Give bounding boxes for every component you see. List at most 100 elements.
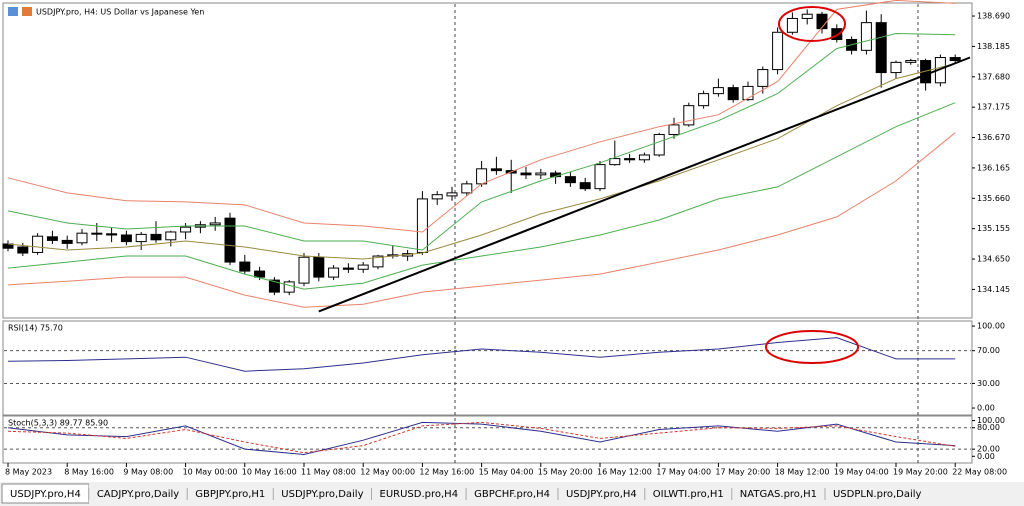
indicator-line xyxy=(318,56,971,313)
x-tick-label: 15 May 20:00 xyxy=(538,468,593,477)
candle-body xyxy=(564,176,576,184)
candle-body xyxy=(461,183,473,194)
y-tick-label: 0.00 xyxy=(977,404,995,413)
candle-body xyxy=(150,233,162,241)
candle-body xyxy=(372,255,384,268)
icon xyxy=(8,7,18,16)
candle-body xyxy=(920,60,932,84)
tab-label[interactable]: USDPLN.pro,Daily xyxy=(833,489,922,500)
candle-body xyxy=(91,232,103,235)
candle-body xyxy=(698,93,710,107)
y-tick-label: 135.155 xyxy=(977,224,1010,233)
y-tick-label: 137.680 xyxy=(977,72,1010,81)
candle-body xyxy=(638,154,650,161)
y-tick-label: 134.650 xyxy=(977,255,1010,264)
x-tick-label: 10 May 00:00 xyxy=(183,468,238,477)
tab[interactable]: USDPLN.pro,Daily xyxy=(824,484,930,503)
highlight-ellipse xyxy=(765,330,859,364)
rsi-title: RSI(14) 75.70 xyxy=(8,324,63,333)
tab[interactable]: OILWTI.pro,H1 xyxy=(644,484,732,503)
x-tick-label: 8 May 2023 xyxy=(5,468,52,477)
y-tick-label: 100.00 xyxy=(977,416,1005,425)
x-tick-label: 10 May 16:00 xyxy=(242,468,297,477)
candle-body xyxy=(120,234,132,243)
tab-frame[interactable] xyxy=(731,484,825,503)
x-tick-label: 12 May 00:00 xyxy=(360,468,415,477)
candle-body xyxy=(17,246,29,254)
x-tick-label: 12 May 16:00 xyxy=(419,468,474,477)
candle-body xyxy=(742,85,754,101)
candle-body xyxy=(106,233,118,236)
y-tick-label: 100.00 xyxy=(977,322,1005,331)
tab-label[interactable]: CADJPY.pro,Daily xyxy=(97,489,179,500)
candle-body xyxy=(342,267,354,270)
y-tick-label: 135.660 xyxy=(977,194,1010,203)
tab-label[interactable]: GBPJPY.pro,H1 xyxy=(195,489,265,500)
candle-body xyxy=(298,256,310,284)
tab[interactable]: GBPCHF.pro,H4 xyxy=(465,484,558,503)
tab-frame[interactable] xyxy=(644,484,732,503)
tab[interactable]: NATGAS.pro,H1 xyxy=(731,484,825,503)
main-panel xyxy=(2,2,973,319)
tab[interactable]: USDJPY.pro,H4 xyxy=(1,483,90,504)
y-tick-label: 30.00 xyxy=(977,379,1000,388)
indicator-line xyxy=(7,102,956,290)
candle-body xyxy=(446,192,458,197)
x-tick-label: 17 May 04:00 xyxy=(656,468,711,477)
stoch-title: Stoch(5,3,3) 89.77 85.90 xyxy=(8,419,108,428)
candle-body xyxy=(535,172,547,176)
candle-body xyxy=(209,222,221,226)
tab-frame[interactable] xyxy=(557,484,645,503)
y-tick-label: 136.670 xyxy=(977,133,1010,142)
x-tick-label: 16 May 12:00 xyxy=(597,468,652,477)
indicator-line xyxy=(7,0,956,233)
tab-label[interactable]: USDJPY.pro,H4 xyxy=(10,489,81,500)
x-tick-label: 19 May 04:00 xyxy=(834,468,889,477)
tab-label[interactable]: GBPCHF.pro,H4 xyxy=(474,489,550,500)
candle-body xyxy=(254,270,266,278)
indicator-line xyxy=(7,421,956,454)
candle-body xyxy=(786,17,798,33)
candle-body xyxy=(180,226,192,233)
tab-label[interactable]: NATGAS.pro,H1 xyxy=(740,489,817,500)
candle-body xyxy=(624,158,636,161)
tab-label[interactable]: USDJPY.pro,Daily xyxy=(281,489,363,500)
candle-body xyxy=(860,22,872,51)
tab-label[interactable]: OILWTI.pro,H1 xyxy=(653,489,724,500)
tab-label[interactable]: USDJPY.pro,H4 xyxy=(566,489,637,500)
candle-body xyxy=(357,264,369,270)
tab-frame[interactable] xyxy=(371,484,467,503)
tab[interactable]: CADJPY.pro,Daily xyxy=(88,484,188,503)
tab-label[interactable]: EURUSD.pro,H4 xyxy=(380,489,459,500)
y-tick-label: 70.00 xyxy=(977,346,1000,355)
candle-body xyxy=(431,194,443,200)
y-tick-label: 137.175 xyxy=(977,103,1010,112)
stoch-panel xyxy=(2,415,973,464)
candle-body xyxy=(727,87,739,101)
tab[interactable]: EURUSD.pro,H4 xyxy=(371,484,467,503)
tab-frame[interactable] xyxy=(824,484,930,503)
tab-frame[interactable] xyxy=(466,484,558,503)
tab[interactable]: GBPJPY.pro,H1 xyxy=(186,484,274,503)
candle-body xyxy=(61,239,73,244)
tab[interactable]: USDJPY.pro,Daily xyxy=(272,484,372,503)
candle-body xyxy=(32,235,44,253)
tab-frame[interactable] xyxy=(88,484,188,503)
tab[interactable]: USDJPY.pro,H4 xyxy=(557,484,645,503)
candle-body xyxy=(772,31,784,71)
tab-frame[interactable] xyxy=(273,484,372,503)
tab-frame[interactable] xyxy=(187,484,274,503)
candle-body xyxy=(46,236,58,241)
x-tick-label: 11 May 08:00 xyxy=(301,468,356,477)
y-tick-label: 136.165 xyxy=(977,163,1010,172)
candle-body xyxy=(905,60,917,63)
candle-body xyxy=(476,168,488,185)
indicator-line xyxy=(7,63,956,260)
candle-body xyxy=(594,164,606,190)
candle-body xyxy=(268,279,280,293)
candle-body xyxy=(816,13,828,30)
candle-body xyxy=(239,261,251,272)
candle-body xyxy=(609,158,621,166)
candle-body xyxy=(668,124,680,136)
